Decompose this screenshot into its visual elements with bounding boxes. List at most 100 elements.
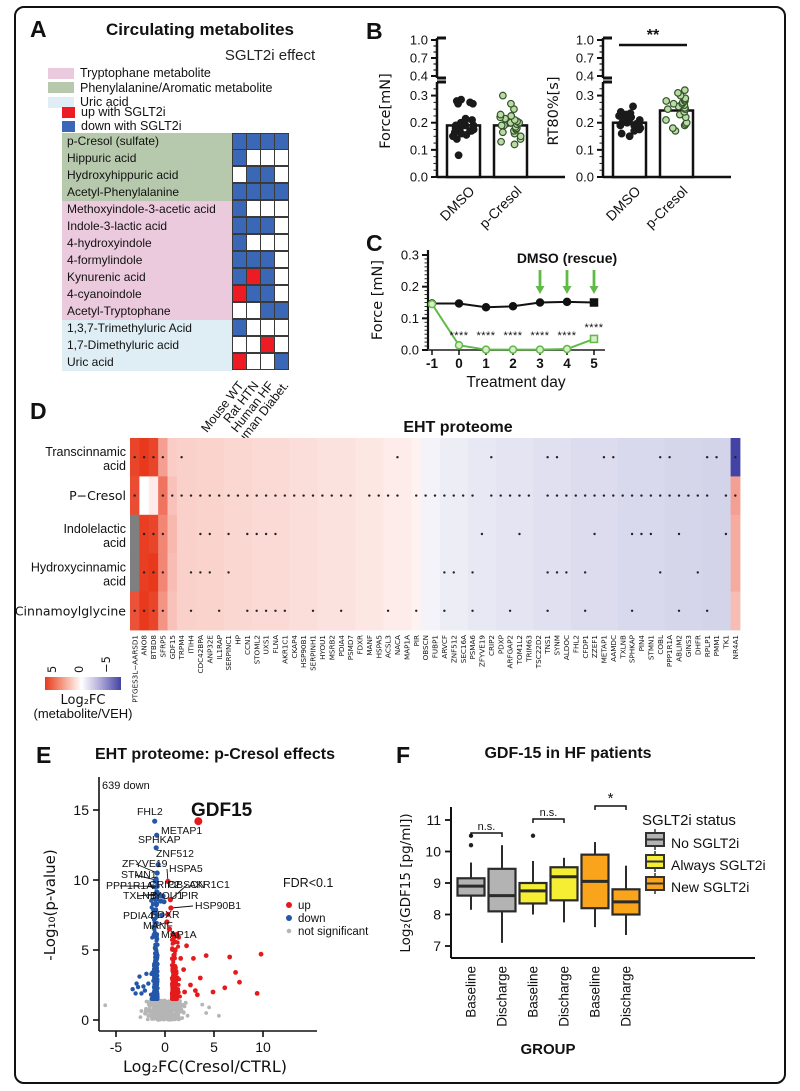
effect-cell-down <box>232 183 247 200</box>
svg-text:Indolelactic: Indolelactic <box>63 522 126 536</box>
metabolite-row: p-Cresol (sulfate) <box>62 133 289 150</box>
svg-text:CFDP1: CFDP1 <box>581 635 590 659</box>
svg-text:MSRB2: MSRB2 <box>327 635 336 660</box>
svg-text:Log₂FC(Cresol/CTRL): Log₂FC(Cresol/CTRL) <box>123 1057 287 1076</box>
svg-text:8: 8 <box>433 907 441 923</box>
svg-text:METAP1: METAP1 <box>600 635 609 663</box>
colorbar <box>45 677 121 690</box>
metabolite-row-label: Indole-3-lactic acid <box>62 218 233 235</box>
svg-text:down: down <box>298 913 326 925</box>
effect-cell-down <box>260 285 275 302</box>
svg-text:0.7: 0.7 <box>410 51 428 66</box>
svg-text:0.2: 0.2 <box>401 279 419 294</box>
svg-text:-Log₁₀(p-value): -Log₁₀(p-value) <box>41 849 59 960</box>
metabolite-row-label: 4-hydroxyindole <box>62 235 233 252</box>
effect-cell-down <box>274 353 289 370</box>
metabolite-effect-table: p-Cresol (sulfate) Hippuric acid Hydroxyhi… <box>62 133 289 371</box>
svg-text:ZFYVE19: ZFYVE19 <box>478 635 487 667</box>
svg-text:CKAP4: CKAP4 <box>290 635 299 659</box>
svg-text:TK1: TK1 <box>722 635 731 650</box>
volcano-plot: EHT proteome: p-Cresol effects 0 5 10 15 -5 0 5… <box>41 746 369 1076</box>
boxplot-legend-glyph-icon <box>645 851 665 872</box>
rt80-bar-chart: 0.40.71.00.00.10.20.3**DMSOp-CresolRT80%… <box>546 27 731 232</box>
effect-legend-text: up with SGLT2i <box>81 105 166 119</box>
svg-text:FLNA: FLNA <box>271 635 280 654</box>
svg-text:UXS1: UXS1 <box>262 635 271 654</box>
svg-text:Cinnamoylglycine: Cinnamoylglycine <box>15 603 126 618</box>
svg-text:ZZEF1: ZZEF1 <box>590 635 599 658</box>
svg-text:AKR1C1: AKR1C1 <box>280 635 289 664</box>
svg-text:1.0: 1.0 <box>410 33 428 48</box>
boxplot-legend-glyph-icon <box>645 829 665 850</box>
rescue-arrow-icon <box>535 270 545 294</box>
effect-cell-none <box>274 319 289 336</box>
svg-text:SEC16A: SEC16A <box>459 635 468 663</box>
metabolite-row: 4-cyanoindole <box>62 285 289 303</box>
legend-dot-icon <box>286 928 292 934</box>
metabolite-row-label: Hydroxyhippuric acid <box>62 167 233 184</box>
svg-text:ARFGAP2: ARFGAP2 <box>506 635 515 668</box>
effect-cell-down <box>232 268 247 285</box>
force-timecourse-chart: 0.0 0.1 0.2 0.3 -1 0 1 2 3 4 5 Treatment day Force [… <box>370 248 617 392</box>
svg-text:PPP1R1A: PPP1R1A <box>665 635 674 667</box>
svg-text:SGLT2i status: SGLT2i status <box>642 812 736 829</box>
svg-text:0: 0 <box>81 1012 89 1028</box>
svg-text:PTGES3L−AARSD1: PTGES3L−AARSD1 <box>130 635 139 703</box>
svg-text:FUBP1: FUBP1 <box>431 635 440 658</box>
svg-text:0.3: 0.3 <box>401 248 419 263</box>
effect-cell-none <box>246 336 261 353</box>
effect-cell-none <box>246 302 261 319</box>
effect-cell-none <box>260 353 275 370</box>
svg-text:CRIP2: CRIP2 <box>149 879 180 891</box>
effect-cell-up <box>260 336 275 353</box>
effect-cell-none <box>274 234 289 251</box>
svg-text:10: 10 <box>255 1039 271 1055</box>
svg-text:Discharge: Discharge <box>619 966 634 1027</box>
svg-text:Force[mN]: Force[mN] <box>378 73 394 149</box>
metabolite-row-label: 1,7-Dimethyluric acid <box>62 337 233 354</box>
panel-c-label: C <box>366 230 383 256</box>
svg-text:MAP1A: MAP1A <box>402 635 411 660</box>
effect-swatch-icon <box>62 120 75 132</box>
effect-cell-none <box>260 149 275 166</box>
svg-text:HSPA5: HSPA5 <box>169 863 203 875</box>
svg-text:n.s.: n.s. <box>478 821 496 833</box>
effect-cell-none <box>274 251 289 268</box>
effect-cell-none <box>232 302 247 319</box>
svg-text:FDR<0.1: FDR<0.1 <box>283 876 333 890</box>
svg-text:Baseline: Baseline <box>588 966 603 1018</box>
effect-cell-none <box>246 149 261 166</box>
svg-text:5: 5 <box>45 666 59 673</box>
svg-text:Discharge: Discharge <box>495 966 510 1027</box>
svg-text:SPHKAP: SPHKAP <box>628 634 637 663</box>
metabolite-row-label: Hippuric acid <box>62 150 233 167</box>
svg-text:PDIA4: PDIA4 <box>337 635 346 657</box>
svg-text:5: 5 <box>81 942 89 958</box>
svg-text:****: **** <box>503 330 522 342</box>
panel-f-label: F <box>396 742 411 768</box>
svg-text:TRPM4: TRPM4 <box>177 635 186 661</box>
svg-text:CDC42BPA: CDC42BPA <box>196 635 205 674</box>
metabolite-row: Methoxyindole-3-acetic acid <box>62 200 289 218</box>
effect-cell-down <box>232 217 247 234</box>
svg-text:AAMDC: AAMDC <box>609 635 618 662</box>
svg-text:HYOU1: HYOU1 <box>318 635 327 660</box>
svg-text:-5: -5 <box>110 1039 123 1055</box>
svg-text:Transcinnamic: Transcinnamic <box>45 445 126 459</box>
svg-text:METAP1: METAP1 <box>161 825 202 837</box>
svg-text:Hydroxycinnamic: Hydroxycinnamic <box>31 560 126 574</box>
effect-cell-down <box>246 133 261 150</box>
svg-text:0: 0 <box>161 1039 169 1055</box>
svg-text:(metabolite/VEH): (metabolite/VEH) <box>34 706 133 721</box>
svg-text:IL1RAP: IL1RAP <box>215 634 224 659</box>
svg-text:NACA: NACA <box>393 635 402 655</box>
svg-text:5: 5 <box>210 1039 218 1055</box>
svg-text:FDXR: FDXR <box>151 909 180 921</box>
svg-text:ZNF512: ZNF512 <box>449 635 458 663</box>
svg-text:HSP90B1: HSP90B1 <box>299 635 308 668</box>
svg-text:STMN1: STMN1 <box>121 869 157 881</box>
svg-text:RPLP1: RPLP1 <box>703 635 712 657</box>
sglt2i-effect-legend: up with SGLT2i down with SGLT2i <box>62 105 182 133</box>
metabolite-row-label: Uric acid <box>62 354 233 371</box>
